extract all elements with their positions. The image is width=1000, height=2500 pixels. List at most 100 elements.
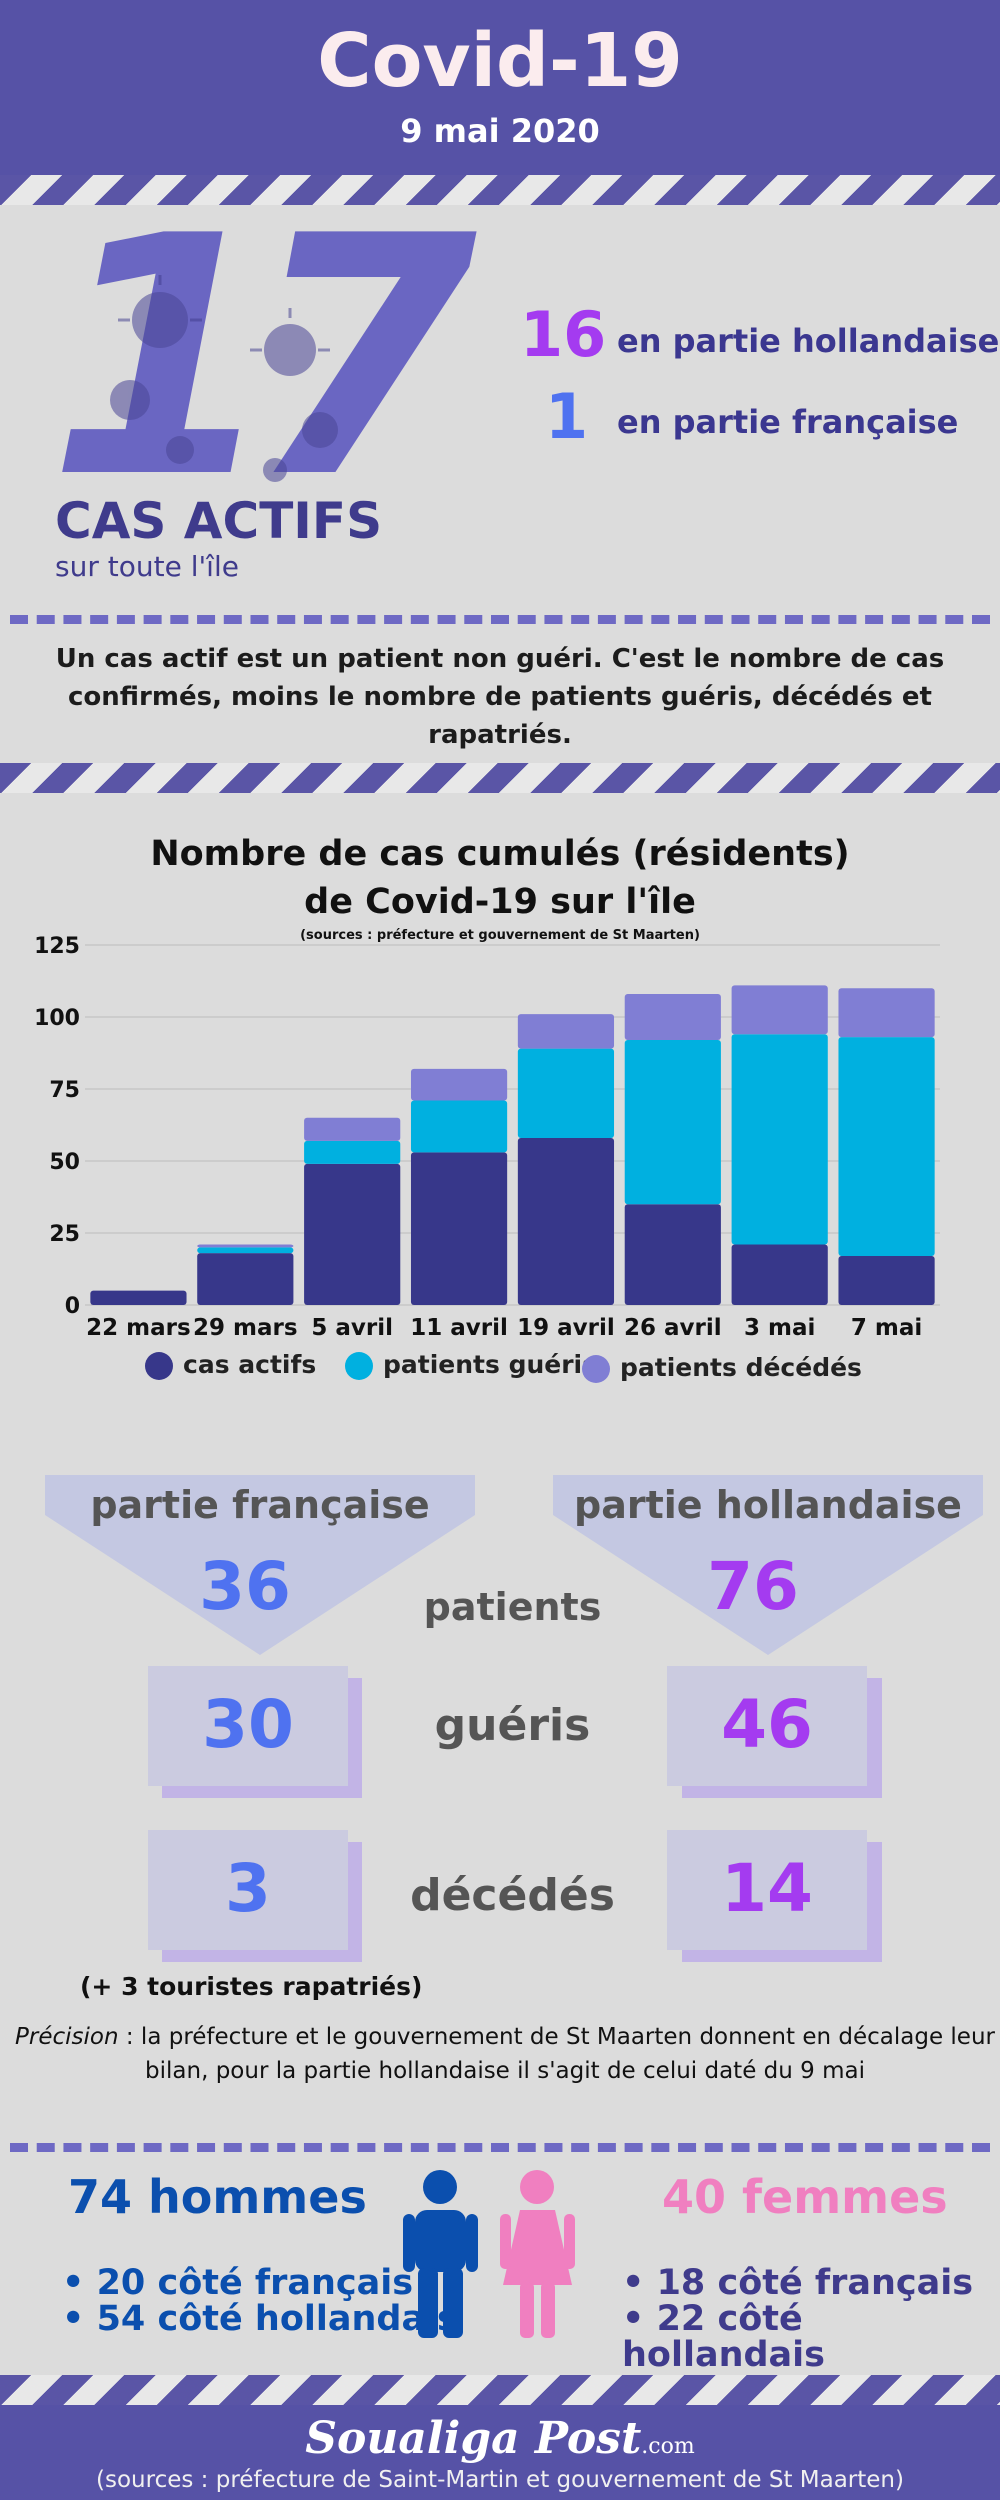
women-total: 40 femmes <box>662 2170 948 2224</box>
bar-segment <box>731 1034 828 1245</box>
french-gueris-box <box>148 1666 348 1786</box>
precision-note: Précision : la préfecture et le gouverne… <box>10 2020 1000 2088</box>
bar-segment <box>304 1140 401 1164</box>
brand-logo: Soualiga Post.com <box>305 2413 695 2464</box>
bar-segment <box>731 1244 828 1305</box>
legend-item-gueris: patients guéris <box>345 1350 597 1380</box>
bar-segment <box>838 988 935 1038</box>
french-active-count: 1 <box>545 380 589 453</box>
french-gueris-count: 30 <box>202 1686 294 1763</box>
x-tick-label: 11 avril <box>410 1315 508 1341</box>
bar-segment <box>90 1290 187 1305</box>
y-tick-label: 125 <box>34 934 80 959</box>
list-item: • 22 côté hollandais <box>622 2299 825 2375</box>
woman-icon <box>500 2170 575 2338</box>
y-tick-label: 25 <box>49 1222 80 1247</box>
bar-segment <box>517 1137 615 1305</box>
chart-title-line2: de Covid-19 sur l'île <box>304 882 696 922</box>
dashed-divider <box>10 615 990 624</box>
x-tick-label: 29 mars <box>193 1315 298 1341</box>
dutch-triangle-banner <box>553 1475 983 1655</box>
y-tick-label: 100 <box>34 1006 80 1031</box>
legend-item-actifs: cas actifs <box>145 1350 316 1380</box>
dutch-part-title: partie hollandaise <box>574 1483 962 1527</box>
bar-segment <box>304 1117 401 1141</box>
french-active-label: en partie française <box>617 403 959 441</box>
bar-segment <box>624 1040 721 1205</box>
active-label: CAS ACTIFS <box>55 492 383 550</box>
deces-label: décédés <box>410 1870 615 1921</box>
bar-segment <box>838 1256 935 1305</box>
virus-texture-icon <box>110 275 338 482</box>
dutch-active-label: en partie hollandaise <box>617 322 1000 360</box>
active-total-number: 17 <box>48 166 477 550</box>
y-tick-label: 75 <box>49 1078 80 1103</box>
list-item: • 18 côté français <box>622 2263 974 2303</box>
bar-segment <box>624 993 721 1041</box>
dutch-patients-count: 76 <box>707 1548 799 1625</box>
french-part-title: partie française <box>90 1483 430 1527</box>
men-breakdown: • 20 côté français • 54 côté hollandais <box>62 2265 458 2337</box>
dutch-deces-count: 14 <box>721 1850 813 1927</box>
dashed-divider <box>10 2143 990 2152</box>
bar-segment <box>410 1068 508 1101</box>
page-date: 9 mai 2020 <box>400 112 600 150</box>
x-tick-label: 7 mai <box>851 1315 922 1341</box>
stripe-divider <box>0 763 1000 793</box>
tourist-note: (+ 3 touristes rapatriés) <box>80 1972 423 2001</box>
bar-segment <box>197 1244 294 1248</box>
bar-segment <box>517 1048 615 1138</box>
chart-title: Nombre de cas cumulés (résidents) de Cov… <box>0 830 1000 926</box>
bar-segment <box>197 1247 294 1254</box>
legend-label: patients guéris <box>383 1350 598 1379</box>
precision-label: Précision <box>15 2024 119 2050</box>
active-case-definition: Un cas actif est un patient non guéri. C… <box>55 644 945 750</box>
men-total: 74 hommes <box>68 2170 367 2224</box>
women-breakdown: • 18 côté français • 22 côté hollandais <box>622 2265 1000 2373</box>
bar-segment <box>410 1152 508 1305</box>
legend-label: patients décédés <box>620 1353 862 1382</box>
x-tick-label: 3 mai <box>744 1315 815 1341</box>
header-banner: Covid-19 9 mai 2020 <box>0 0 1000 175</box>
french-deces-count: 3 <box>225 1850 271 1927</box>
dutch-gueris-box <box>667 1666 867 1786</box>
bar-segment <box>517 1014 615 1049</box>
dutch-active-count: 16 <box>520 298 607 371</box>
list-item: • 20 côté français <box>62 2263 414 2303</box>
active-sublabel: sur toute l'île <box>55 550 239 583</box>
x-tick-label: 5 avril <box>311 1315 393 1341</box>
bar-segment <box>838 1037 935 1257</box>
dutch-gueris-count: 46 <box>721 1686 813 1763</box>
cumulative-cases-chart: 0 25 50 75 100 125 22 mars 29 mars 5 avril 11 avr… <box>34 934 940 1341</box>
stripe-divider <box>0 2375 1000 2405</box>
list-item: • 54 côté hollandais <box>62 2299 458 2339</box>
legend-swatch <box>582 1355 610 1383</box>
bar-segment <box>624 1204 721 1305</box>
page-title: Covid-19 <box>317 18 683 104</box>
x-tick-label: 19 avril <box>517 1315 615 1341</box>
legend-swatch <box>345 1352 373 1380</box>
bar-segment <box>304 1163 401 1305</box>
x-tick-label: 26 avril <box>624 1315 722 1341</box>
man-icon <box>403 2170 478 2338</box>
patients-label: patients <box>423 1585 602 1629</box>
y-tick-label: 0 <box>65 1294 80 1319</box>
dutch-deces-box <box>667 1830 867 1950</box>
footer-sources: (sources : préfecture de Saint-Martin et… <box>96 2467 904 2493</box>
bar-segment <box>731 985 828 1035</box>
x-tick-label: 22 mars <box>86 1315 191 1341</box>
french-deces-box <box>148 1830 348 1950</box>
precision-text: : la préfecture et le gouvernement de St… <box>118 2024 995 2084</box>
chart-source-note: (sources : préfecture et gouvernement de… <box>300 928 700 943</box>
y-tick-label: 50 <box>49 1150 80 1175</box>
chart-title-line1: Nombre de cas cumulés (résidents) <box>150 834 850 874</box>
french-patients-count: 36 <box>199 1548 291 1625</box>
legend-item-decedes: patients décédés <box>582 1353 862 1383</box>
stripe-divider <box>0 175 1000 205</box>
french-triangle-banner <box>45 1475 475 1655</box>
footer: Soualiga Post.com (sources : préfecture … <box>0 2405 1000 2500</box>
legend-swatch <box>145 1352 173 1380</box>
bar-segment <box>410 1100 508 1153</box>
legend-label: cas actifs <box>183 1350 317 1379</box>
gueris-label: guéris <box>434 1700 591 1751</box>
